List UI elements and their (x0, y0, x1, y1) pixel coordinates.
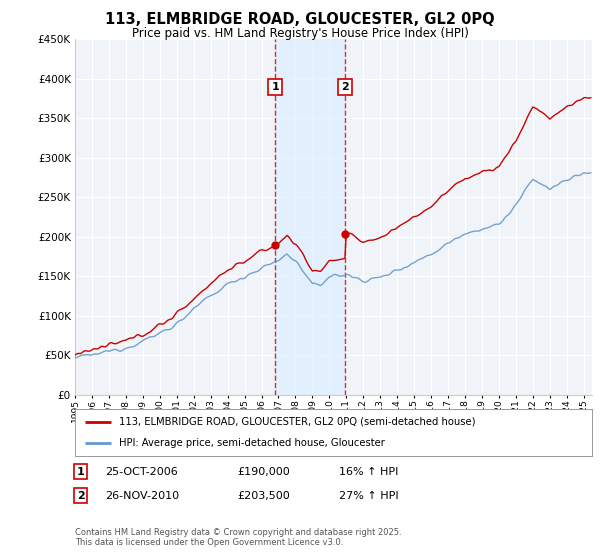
Text: 16% ↑ HPI: 16% ↑ HPI (339, 466, 398, 477)
Text: £190,000: £190,000 (237, 466, 290, 477)
Text: 25-OCT-2006: 25-OCT-2006 (105, 466, 178, 477)
Text: 26-NOV-2010: 26-NOV-2010 (105, 491, 179, 501)
Text: 1: 1 (272, 82, 280, 92)
Text: 2: 2 (77, 491, 85, 501)
Text: 1: 1 (77, 466, 85, 477)
Text: 27% ↑ HPI: 27% ↑ HPI (339, 491, 398, 501)
Text: 2: 2 (341, 82, 349, 92)
Bar (275, 39, 345, 395)
Text: 113, ELMBRIDGE ROAD, GLOUCESTER, GL2 0PQ: 113, ELMBRIDGE ROAD, GLOUCESTER, GL2 0PQ (105, 12, 495, 27)
Text: HPI: Average price, semi-detached house, Gloucester: HPI: Average price, semi-detached house,… (119, 438, 385, 448)
Text: Price paid vs. HM Land Registry's House Price Index (HPI): Price paid vs. HM Land Registry's House … (131, 27, 469, 40)
Text: £203,500: £203,500 (237, 491, 290, 501)
Text: 113, ELMBRIDGE ROAD, GLOUCESTER, GL2 0PQ (semi-detached house): 113, ELMBRIDGE ROAD, GLOUCESTER, GL2 0PQ… (119, 417, 475, 427)
Text: Contains HM Land Registry data © Crown copyright and database right 2025.
This d: Contains HM Land Registry data © Crown c… (75, 528, 401, 547)
